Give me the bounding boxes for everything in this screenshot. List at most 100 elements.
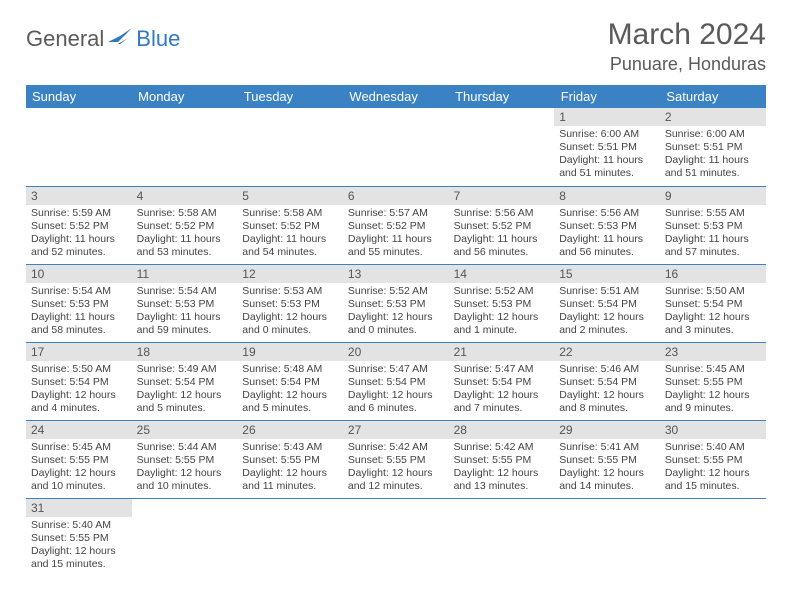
daylight-text: Daylight: 11 hours and 54 minutes.: [242, 233, 338, 259]
day-detail: Sunrise: 5:54 AMSunset: 5:53 PMDaylight:…: [26, 283, 132, 342]
sunset-text: Sunset: 5:53 PM: [31, 298, 127, 311]
calendar-week-row: 24Sunrise: 5:45 AMSunset: 5:55 PMDayligh…: [26, 420, 766, 498]
sunrise-text: Sunrise: 5:42 AM: [454, 441, 550, 454]
logo-text-1: General: [26, 26, 104, 52]
day-number: 16: [660, 265, 766, 283]
sunrise-text: Sunrise: 5:40 AM: [31, 519, 127, 532]
sunrise-text: Sunrise: 5:52 AM: [348, 285, 444, 298]
sunrise-text: Sunrise: 5:44 AM: [137, 441, 233, 454]
sunrise-text: Sunrise: 5:54 AM: [137, 285, 233, 298]
sunset-text: Sunset: 5:53 PM: [665, 220, 761, 233]
day-number: 22: [554, 343, 660, 361]
sunrise-text: Sunrise: 5:51 AM: [559, 285, 655, 298]
daylight-text: Daylight: 12 hours and 4 minutes.: [31, 389, 127, 415]
day-number: 12: [237, 265, 343, 283]
day-detail: Sunrise: 5:48 AMSunset: 5:54 PMDaylight:…: [237, 361, 343, 420]
day-detail: Sunrise: 5:40 AMSunset: 5:55 PMDaylight:…: [660, 439, 766, 498]
sunset-text: Sunset: 5:55 PM: [665, 376, 761, 389]
day-number: [660, 499, 766, 503]
sunset-text: Sunset: 5:54 PM: [665, 298, 761, 311]
calendar-day-cell: 28Sunrise: 5:42 AMSunset: 5:55 PMDayligh…: [449, 420, 555, 498]
daylight-text: Daylight: 12 hours and 12 minutes.: [348, 467, 444, 493]
day-number: 27: [343, 421, 449, 439]
day-detail: Sunrise: 5:54 AMSunset: 5:53 PMDaylight:…: [132, 283, 238, 342]
day-number: 25: [132, 421, 238, 439]
day-number: 31: [26, 499, 132, 517]
daylight-text: Daylight: 12 hours and 7 minutes.: [454, 389, 550, 415]
calendar-day-cell: 22Sunrise: 5:46 AMSunset: 5:54 PMDayligh…: [554, 342, 660, 420]
calendar-day-cell: 16Sunrise: 5:50 AMSunset: 5:54 PMDayligh…: [660, 264, 766, 342]
sunrise-text: Sunrise: 5:58 AM: [137, 207, 233, 220]
sunset-text: Sunset: 5:52 PM: [137, 220, 233, 233]
calendar-week-row: 10Sunrise: 5:54 AMSunset: 5:53 PMDayligh…: [26, 264, 766, 342]
day-number: [26, 108, 132, 112]
day-number: 7: [449, 187, 555, 205]
logo-text-2: Blue: [136, 26, 180, 52]
sunrise-text: Sunrise: 5:59 AM: [31, 207, 127, 220]
day-number: 3: [26, 187, 132, 205]
sunrise-text: Sunrise: 6:00 AM: [559, 128, 655, 141]
day-number: [449, 108, 555, 112]
sunrise-text: Sunrise: 6:00 AM: [665, 128, 761, 141]
calendar-day-cell: 11Sunrise: 5:54 AMSunset: 5:53 PMDayligh…: [132, 264, 238, 342]
calendar-day-cell: 19Sunrise: 5:48 AMSunset: 5:54 PMDayligh…: [237, 342, 343, 420]
day-number: [237, 499, 343, 503]
calendar-week-row: 31Sunrise: 5:40 AMSunset: 5:55 PMDayligh…: [26, 498, 766, 576]
day-detail: Sunrise: 5:45 AMSunset: 5:55 PMDaylight:…: [26, 439, 132, 498]
sunrise-text: Sunrise: 5:42 AM: [348, 441, 444, 454]
day-number: [132, 499, 238, 503]
day-number: 21: [449, 343, 555, 361]
weekday-header: Monday: [132, 85, 238, 108]
sunset-text: Sunset: 5:52 PM: [31, 220, 127, 233]
sunset-text: Sunset: 5:54 PM: [559, 376, 655, 389]
weekday-header: Wednesday: [343, 85, 449, 108]
daylight-text: Daylight: 11 hours and 51 minutes.: [665, 154, 761, 180]
day-number: [132, 108, 238, 112]
daylight-text: Daylight: 12 hours and 10 minutes.: [31, 467, 127, 493]
sunrise-text: Sunrise: 5:54 AM: [31, 285, 127, 298]
day-detail: Sunrise: 5:46 AMSunset: 5:54 PMDaylight:…: [554, 361, 660, 420]
weekday-header: Sunday: [26, 85, 132, 108]
calendar-day-cell: 24Sunrise: 5:45 AMSunset: 5:55 PMDayligh…: [26, 420, 132, 498]
calendar-day-cell: [237, 108, 343, 186]
day-number: 1: [554, 108, 660, 126]
daylight-text: Daylight: 11 hours and 57 minutes.: [665, 233, 761, 259]
day-number: 17: [26, 343, 132, 361]
calendar-day-cell: 9Sunrise: 5:55 AMSunset: 5:53 PMDaylight…: [660, 186, 766, 264]
sunset-text: Sunset: 5:55 PM: [242, 454, 338, 467]
day-number: 13: [343, 265, 449, 283]
daylight-text: Daylight: 12 hours and 10 minutes.: [137, 467, 233, 493]
calendar-day-cell: 20Sunrise: 5:47 AMSunset: 5:54 PMDayligh…: [343, 342, 449, 420]
calendar-day-cell: [132, 108, 238, 186]
sunrise-text: Sunrise: 5:45 AM: [31, 441, 127, 454]
calendar-week-row: 1Sunrise: 6:00 AMSunset: 5:51 PMDaylight…: [26, 108, 766, 186]
sunset-text: Sunset: 5:55 PM: [559, 454, 655, 467]
sunset-text: Sunset: 5:53 PM: [559, 220, 655, 233]
day-number: 5: [237, 187, 343, 205]
daylight-text: Daylight: 12 hours and 5 minutes.: [242, 389, 338, 415]
day-number: 6: [343, 187, 449, 205]
sunset-text: Sunset: 5:51 PM: [559, 141, 655, 154]
day-detail: Sunrise: 5:45 AMSunset: 5:55 PMDaylight:…: [660, 361, 766, 420]
sunrise-text: Sunrise: 5:52 AM: [454, 285, 550, 298]
day-number: 29: [554, 421, 660, 439]
daylight-text: Daylight: 11 hours and 59 minutes.: [137, 311, 233, 337]
day-number: [343, 499, 449, 503]
day-detail: Sunrise: 5:59 AMSunset: 5:52 PMDaylight:…: [26, 205, 132, 264]
calendar-day-cell: [237, 498, 343, 576]
daylight-text: Daylight: 11 hours and 56 minutes.: [454, 233, 550, 259]
calendar-day-cell: 25Sunrise: 5:44 AMSunset: 5:55 PMDayligh…: [132, 420, 238, 498]
calendar-day-cell: 21Sunrise: 5:47 AMSunset: 5:54 PMDayligh…: [449, 342, 555, 420]
daylight-text: Daylight: 12 hours and 3 minutes.: [665, 311, 761, 337]
sunrise-text: Sunrise: 5:58 AM: [242, 207, 338, 220]
calendar-day-cell: 23Sunrise: 5:45 AMSunset: 5:55 PMDayligh…: [660, 342, 766, 420]
day-detail: Sunrise: 5:51 AMSunset: 5:54 PMDaylight:…: [554, 283, 660, 342]
day-number: 10: [26, 265, 132, 283]
calendar-day-cell: 31Sunrise: 5:40 AMSunset: 5:55 PMDayligh…: [26, 498, 132, 576]
calendar-day-cell: 26Sunrise: 5:43 AMSunset: 5:55 PMDayligh…: [237, 420, 343, 498]
day-detail: Sunrise: 5:55 AMSunset: 5:53 PMDaylight:…: [660, 205, 766, 264]
sunset-text: Sunset: 5:55 PM: [31, 532, 127, 545]
day-number: 9: [660, 187, 766, 205]
sunrise-text: Sunrise: 5:48 AM: [242, 363, 338, 376]
day-detail: Sunrise: 6:00 AMSunset: 5:51 PMDaylight:…: [554, 126, 660, 185]
